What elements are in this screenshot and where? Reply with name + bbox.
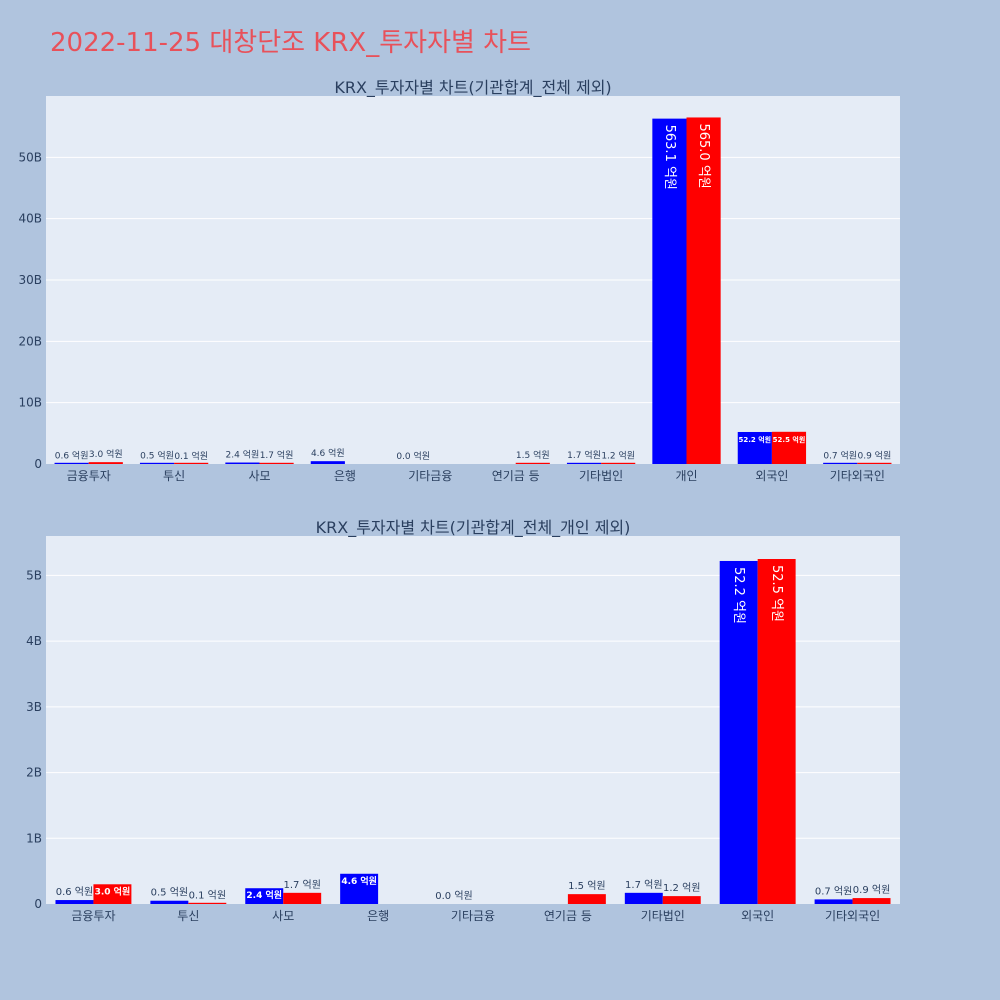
data-label: 1.2 억원 bbox=[601, 449, 635, 461]
data-label: 1.7 억원 bbox=[283, 879, 320, 891]
x-tick-label: 기타법인 bbox=[579, 469, 623, 483]
bar bbox=[88, 462, 123, 464]
bar bbox=[174, 462, 209, 464]
x-tick-label: 기타법인 bbox=[641, 909, 685, 923]
data-label: 1.5 억원 bbox=[568, 880, 605, 892]
data-label: 0.9 억원 bbox=[858, 449, 892, 461]
bar bbox=[188, 902, 227, 904]
y-tick-label: 4B bbox=[26, 634, 42, 648]
data-label: 4.6 억원 bbox=[311, 447, 345, 459]
data-label: 565.0 억원 bbox=[696, 123, 711, 188]
bar bbox=[340, 873, 379, 904]
y-tick-label: 1B bbox=[26, 831, 42, 845]
data-label: 0.0 억원 bbox=[396, 450, 430, 462]
x-tick-label: 기타금융 bbox=[408, 469, 452, 483]
x-tick-label: 금융투자 bbox=[71, 909, 115, 923]
chart-title: KRX_투자자별 차트(기관합계_전체 제외) bbox=[334, 78, 611, 98]
data-label: 0.1 억원 bbox=[174, 450, 208, 462]
page-title: 2022-11-25 대창단조 KRX_투자자별 차트 bbox=[50, 28, 532, 58]
data-label: 2.4 억원 bbox=[226, 449, 260, 461]
y-tick-label: 10B bbox=[18, 396, 42, 410]
data-label: 1.2 억원 bbox=[663, 882, 700, 894]
data-label: 3.0 억원 bbox=[95, 885, 131, 897]
x-tick-label: 투신 bbox=[163, 469, 185, 483]
data-label: 52.5 억원 bbox=[769, 565, 784, 622]
y-tick-label: 5B bbox=[26, 568, 42, 582]
data-label: 52.5 억원 bbox=[773, 435, 806, 444]
x-tick-label: 은행 bbox=[334, 468, 356, 483]
y-tick-label: 50B bbox=[18, 150, 42, 164]
data-label: 52.2 억원 bbox=[731, 567, 746, 624]
bar bbox=[652, 118, 687, 464]
bar bbox=[624, 892, 663, 904]
x-tick-label: 은행 bbox=[367, 908, 389, 923]
bar bbox=[852, 898, 891, 904]
bar bbox=[719, 560, 758, 904]
bar bbox=[55, 900, 94, 904]
bar bbox=[757, 559, 796, 904]
data-label: 563.1 억원 bbox=[662, 125, 677, 190]
bar bbox=[601, 462, 636, 464]
x-tick-label: 개인 bbox=[675, 469, 697, 483]
bar bbox=[54, 462, 89, 464]
x-tick-label: 투신 bbox=[177, 909, 199, 923]
data-label: 0.6 억원 bbox=[56, 886, 93, 898]
y-tick-label: 0 bbox=[34, 457, 42, 471]
data-label: 3.0 억원 bbox=[89, 448, 123, 460]
bar bbox=[567, 894, 606, 904]
chart-bottom: KRX_투자자별 차트(기관합계_전체_개인 제외) 0 1B 2B 3B 4B 5B 금융투… bbox=[26, 518, 900, 923]
bar bbox=[93, 884, 132, 904]
bar bbox=[566, 462, 602, 464]
data-label: 0.0 억원 bbox=[435, 890, 472, 902]
data-label: 4.6 억원 bbox=[341, 875, 377, 887]
chart-title: KRX_투자자별 차트(기관합계_전체_개인 제외) bbox=[316, 518, 631, 538]
bar bbox=[225, 462, 260, 464]
data-label: 1.7 억원 bbox=[625, 879, 662, 891]
bar bbox=[686, 117, 721, 464]
x-tick-label: 금융투자 bbox=[67, 469, 111, 483]
y-tick-label: 0 bbox=[34, 897, 42, 911]
bar bbox=[515, 462, 550, 464]
x-tick-label: 외국인 bbox=[755, 469, 788, 483]
bar bbox=[737, 431, 772, 464]
x-tick-label: 외국인 bbox=[741, 909, 774, 923]
bar bbox=[814, 899, 853, 904]
bar bbox=[857, 462, 892, 464]
bar bbox=[259, 462, 294, 464]
bar bbox=[310, 461, 345, 464]
x-tick-label: 사모 bbox=[272, 909, 294, 923]
data-label: 0.7 억원 bbox=[815, 885, 852, 897]
data-label: 0.1 억원 bbox=[189, 889, 226, 901]
x-tick-label: 연기금 등 bbox=[544, 909, 592, 923]
bar bbox=[150, 900, 189, 904]
y-tick-label: 2B bbox=[26, 766, 42, 780]
x-tick-label: 기타금융 bbox=[451, 909, 495, 923]
data-label: 1.7 억원 bbox=[260, 449, 294, 461]
data-label: 0.9 억원 bbox=[853, 884, 890, 896]
bar bbox=[823, 462, 858, 464]
bar bbox=[283, 892, 322, 904]
data-label: 0.7 억원 bbox=[823, 450, 857, 462]
bar bbox=[771, 431, 807, 464]
y-tick-label: 40B bbox=[18, 212, 42, 226]
data-label: 52.2 억원 bbox=[739, 435, 772, 444]
chart-top: KRX_투자자별 차트(기관합계_전체 제외) 0 10B 20B 30B 40B 50B 금… bbox=[18, 78, 900, 483]
y-tick-label: 30B bbox=[18, 273, 42, 287]
bar bbox=[662, 896, 701, 904]
x-tick-label: 기타외국인 bbox=[825, 909, 880, 923]
bar bbox=[139, 462, 175, 464]
data-label: 1.5 억원 bbox=[516, 449, 550, 461]
x-tick-label: 기타외국인 bbox=[830, 469, 885, 483]
data-label: 0.5 억원 bbox=[140, 450, 174, 462]
data-label: 1.7 억원 bbox=[567, 449, 601, 461]
y-tick-label: 3B bbox=[26, 700, 42, 714]
data-label: 0.6 억원 bbox=[55, 450, 89, 462]
data-label: 2.4 억원 bbox=[246, 889, 282, 901]
x-tick-label: 연기금 등 bbox=[492, 469, 540, 483]
y-tick-label: 20B bbox=[18, 334, 42, 348]
data-label: 0.5 억원 bbox=[151, 887, 188, 899]
bar bbox=[245, 888, 284, 904]
x-tick-label: 사모 bbox=[248, 469, 270, 483]
